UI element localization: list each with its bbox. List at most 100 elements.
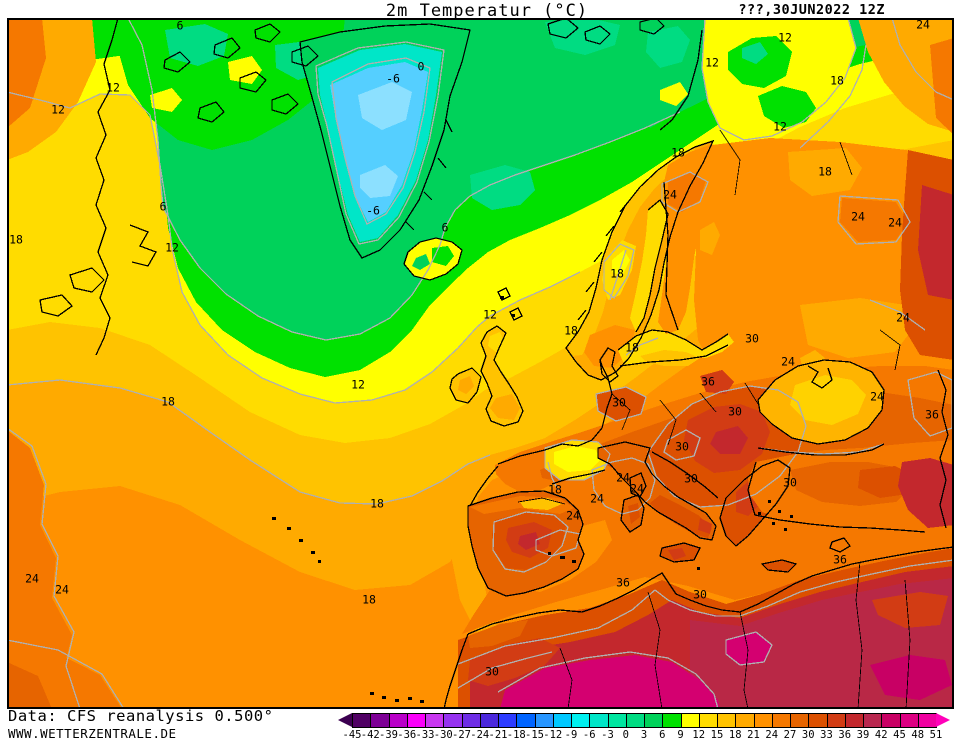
website-line: WWW.WETTERZENTRALE.DE (8, 726, 177, 741)
colorbar-tick: 18 (728, 729, 742, 741)
contour-label: 18 (161, 394, 175, 409)
contour-label: 18 (370, 496, 384, 511)
contour-label: 24 (566, 508, 580, 523)
contour-label: 18 (818, 164, 832, 179)
contour-label: 30 (684, 471, 698, 486)
contour-label: 24 (916, 17, 930, 32)
colorbar-cell (406, 713, 426, 728)
colorbar-tick: -42 (360, 729, 380, 741)
contour-label: 30 (693, 587, 707, 602)
colorbar-cell (352, 713, 372, 728)
contour-label: 6 (176, 18, 184, 33)
colorbar-over-arrow (936, 713, 950, 727)
colorbar-cell (461, 713, 481, 728)
colorbar-cell (680, 713, 700, 728)
colorbar-tick: 36 (838, 729, 852, 741)
colorbar-cell (443, 713, 463, 728)
data-source-line: Data: CFS reanalysis 0.500° (8, 707, 274, 725)
colorbar-tick: 33 (820, 729, 833, 741)
contour-label: 12 (351, 377, 365, 392)
colorbar-cell (863, 713, 883, 728)
temperature-fills (7, 18, 954, 709)
contour-label: 12 (773, 119, 787, 134)
contour-label: 12 (106, 80, 120, 95)
colorbar-tick: -24 (470, 729, 490, 741)
colorbar-cell (607, 713, 627, 728)
colorbar-tick: 9 (677, 729, 684, 741)
colorbar-cell (881, 713, 901, 728)
contour-label: 24 (781, 354, 795, 369)
contour-label: 6 (441, 220, 449, 235)
map-canvas (7, 18, 954, 709)
contour-label: 18 (625, 340, 639, 355)
colorbar-cell (844, 713, 864, 728)
map-datetime: ???,30JUN2022 12Z (738, 2, 885, 18)
colorbar-cell (552, 713, 572, 728)
contour-label: 30 (783, 475, 797, 490)
contour-label: 24 (888, 215, 902, 230)
contour-label: 30 (728, 404, 742, 419)
contour-label: 18 (548, 482, 562, 497)
colorbar-cell (826, 713, 846, 728)
colorbar-tick: 30 (801, 729, 815, 741)
contour-label: 18 (9, 232, 23, 247)
colorbar-tick: 6 (659, 729, 666, 741)
colorbar-tick: 48 (911, 729, 925, 741)
contour-label: 30 (485, 664, 499, 679)
colorbar-cell (771, 713, 791, 728)
colorbar-tick: 21 (747, 729, 760, 741)
contour-label: 36 (616, 575, 630, 590)
colorbar-tick: -30 (433, 729, 453, 741)
colorbar-cell (370, 713, 390, 728)
colorbar-cell (644, 713, 664, 728)
contour-label: 24 (25, 571, 39, 586)
contour-label: 6 (159, 199, 167, 214)
colorbar-cell (917, 713, 937, 728)
map-border (7, 18, 954, 709)
country-borders (517, 129, 911, 709)
colorbar-tick: -15 (525, 729, 544, 741)
colorbar-tick: -3 (601, 729, 614, 741)
colorbar-cell (479, 713, 499, 728)
contour-label: 24 (616, 470, 630, 485)
contour-label: 0 (417, 59, 425, 74)
colorbar-tick: 51 (929, 729, 943, 741)
contour-label: 30 (745, 331, 759, 346)
colorbar-tick: 45 (893, 729, 906, 741)
colorbar-cell (498, 713, 518, 728)
island-specks (272, 296, 793, 703)
contour-label: -6 (386, 71, 400, 86)
colorbar-cell (625, 713, 645, 728)
contour-label: 24 (630, 481, 644, 496)
colorbar-cell (717, 713, 737, 728)
contour-label: 12 (165, 240, 179, 255)
contour-label: 24 (870, 389, 884, 404)
colorbar-tick: -21 (488, 729, 508, 741)
contour-label: 18 (610, 266, 624, 281)
contour-label: 12 (483, 307, 497, 322)
colorbar-tick: -12 (543, 729, 563, 741)
colorbar-tick: 0 (622, 729, 629, 741)
colorbar-cell (388, 713, 408, 728)
colorbar-cell (571, 713, 591, 728)
colorbar-cell (899, 713, 919, 728)
contour-label: 24 (55, 582, 69, 597)
contour-label: 12 (778, 30, 792, 45)
colorbar-tick: 24 (765, 729, 779, 741)
colorbar-cell (808, 713, 828, 728)
map-title: 2m Temperatur (°C) (385, 1, 589, 21)
colorbar-cell (790, 713, 810, 728)
colorbar-cell (735, 713, 755, 728)
colorbar-tick: -36 (397, 729, 417, 741)
contour-label: 18 (830, 73, 844, 88)
colorbar-tick: -45 (342, 729, 362, 741)
colorbar-cell (662, 713, 682, 728)
colorbar-cells (352, 713, 937, 728)
colorbar-tick: -6 (582, 729, 596, 741)
contour-label: 24 (851, 209, 865, 224)
contour-label: 12 (705, 55, 719, 70)
contour-label: 36 (925, 407, 939, 422)
contour-label: 18 (564, 323, 578, 338)
contour-label: 36 (701, 374, 715, 389)
contour-label: 30 (675, 439, 689, 454)
